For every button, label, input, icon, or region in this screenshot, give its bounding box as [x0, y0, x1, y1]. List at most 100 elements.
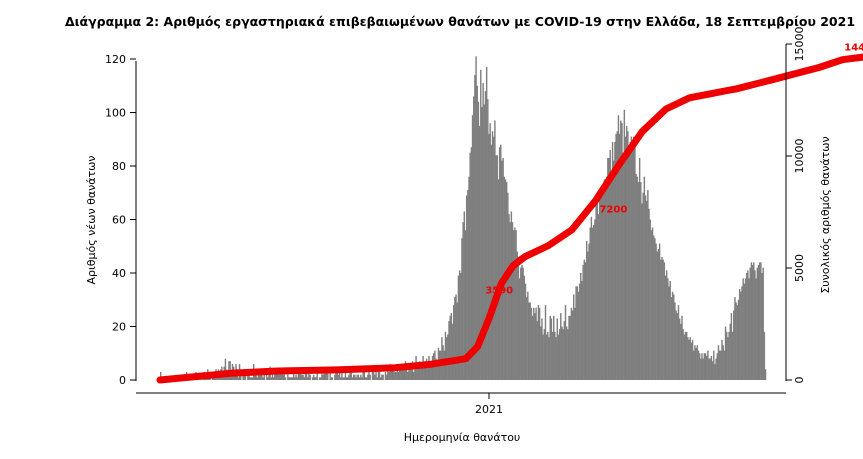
bar — [468, 176, 470, 380]
bar — [558, 329, 561, 380]
bar — [441, 337, 443, 380]
bar — [343, 377, 345, 380]
bar — [251, 377, 254, 380]
bar — [680, 323, 682, 380]
bar — [665, 270, 668, 380]
bar — [467, 190, 469, 380]
bar — [497, 179, 500, 381]
bar — [483, 104, 486, 380]
bar — [421, 363, 423, 380]
bar — [376, 377, 378, 380]
bar — [634, 144, 636, 380]
bar — [254, 374, 256, 380]
bar — [664, 275, 667, 380]
bar — [570, 307, 573, 380]
bar — [702, 358, 704, 380]
bar — [677, 305, 680, 380]
bar — [268, 371, 270, 380]
right-axis-ticks: 0 5000 10000 15000 — [786, 27, 806, 384]
bar — [688, 339, 690, 381]
bar — [704, 353, 707, 380]
bar — [750, 262, 753, 380]
bar — [615, 133, 617, 380]
bar — [734, 297, 736, 380]
bar — [341, 371, 343, 380]
bar — [408, 363, 410, 380]
bar — [748, 278, 750, 380]
bar — [705, 355, 708, 380]
bar — [465, 195, 468, 380]
bar — [436, 361, 438, 380]
bar — [470, 147, 473, 380]
bar — [475, 56, 477, 380]
bar — [550, 318, 553, 380]
annotation-label: 3590 — [485, 286, 513, 297]
bar — [377, 371, 380, 380]
bar — [669, 281, 671, 380]
bar — [348, 374, 350, 380]
bar — [356, 374, 358, 380]
bar — [723, 350, 726, 380]
bar — [728, 331, 730, 380]
bar — [272, 377, 275, 380]
bar — [461, 238, 463, 380]
bar — [345, 377, 348, 380]
bar — [361, 377, 363, 380]
bar — [591, 227, 594, 380]
bar — [360, 374, 362, 380]
bar — [620, 120, 622, 381]
bar — [556, 318, 558, 380]
bar — [610, 182, 613, 380]
bar — [263, 374, 265, 380]
bar — [257, 374, 260, 380]
bar — [374, 374, 376, 380]
bar — [741, 286, 743, 381]
bar — [331, 377, 334, 380]
bar — [663, 262, 666, 380]
bar — [742, 278, 744, 380]
bar — [394, 371, 396, 380]
bar — [218, 377, 221, 380]
y-tick-label: 60 — [112, 214, 126, 227]
bar — [282, 374, 284, 380]
bar — [687, 337, 689, 380]
y-tick-label: 0 — [119, 374, 126, 387]
bar — [587, 251, 589, 380]
bar — [390, 366, 393, 381]
bar — [561, 326, 563, 380]
bar — [516, 251, 518, 380]
annotations-layer: 3590 7200 14433 — [485, 43, 863, 297]
bar — [496, 155, 498, 380]
bar — [237, 377, 240, 380]
bar — [527, 291, 529, 380]
bar — [628, 147, 630, 380]
bar — [487, 99, 489, 381]
bar — [375, 371, 377, 380]
bar — [398, 369, 401, 380]
bar — [325, 371, 328, 380]
bar — [387, 366, 389, 381]
bar — [397, 371, 400, 380]
bar — [760, 262, 762, 380]
bar — [744, 278, 747, 380]
bar — [411, 361, 414, 380]
bar — [648, 208, 650, 380]
bar — [435, 358, 437, 380]
bar — [371, 371, 374, 380]
bar — [416, 366, 418, 381]
bar — [540, 326, 542, 380]
bar — [388, 371, 390, 380]
bar — [582, 264, 584, 380]
bar — [661, 256, 663, 380]
bar — [521, 264, 523, 380]
bar — [700, 358, 702, 380]
bar — [275, 369, 277, 380]
bar — [392, 369, 395, 380]
bar — [427, 361, 429, 380]
bar — [276, 371, 278, 380]
bar — [381, 374, 383, 380]
bar — [621, 123, 623, 380]
bar — [520, 267, 522, 380]
bar — [564, 305, 567, 380]
bar — [617, 115, 620, 381]
